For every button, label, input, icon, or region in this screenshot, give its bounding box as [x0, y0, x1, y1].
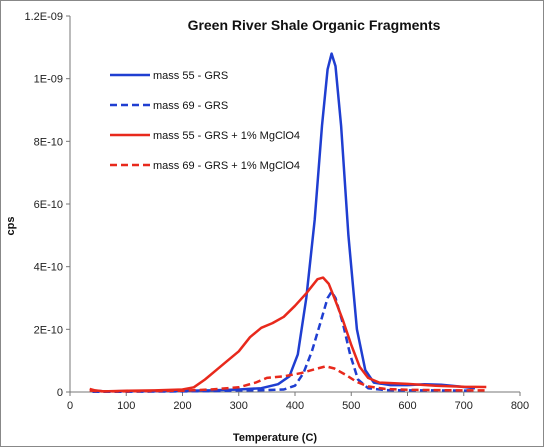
series-line-2: [92, 290, 476, 393]
y-tick-label: 1E-09: [34, 74, 63, 86]
legend-label-2: mass 69 - GRS: [153, 100, 228, 112]
axes: 0 2E-10 4E-10 6E-10 8E-10 1E-09 1.2E-09 0 100 200…: [24, 11, 529, 412]
x-tick-label: 500: [342, 400, 360, 412]
legend-label-3: mass 55 - GRS + 1% MgClO4: [153, 130, 300, 142]
chart-title: Green River Shale Organic Fragments: [188, 17, 441, 33]
y-tick-label: 0: [57, 387, 63, 399]
x-tick-label: 700: [455, 400, 473, 412]
plot-area: [89, 52, 487, 393]
x-tick-label: 200: [173, 400, 191, 412]
y-tick-label: 6E-10: [34, 199, 63, 211]
x-tick-label: 600: [398, 400, 416, 412]
x-tick-label: 100: [117, 400, 135, 412]
x-tick-label: 0: [67, 400, 73, 412]
x-tick-label: 300: [230, 400, 248, 412]
series-line-4: [89, 365, 487, 393]
legend-label-4: mass 69 - GRS + 1% MgClO4: [153, 160, 300, 172]
y-tick-label: 4E-10: [34, 262, 63, 274]
x-tick-label: 800: [511, 400, 529, 412]
y-tick-label: 2E-10: [34, 324, 63, 336]
y-tick-label: 8E-10: [34, 136, 63, 148]
x-tick-label: 400: [286, 400, 304, 412]
legend: mass 55 - GRS mass 69 - GRS mass 55 - GRS …: [110, 70, 300, 172]
y-tick-label: 1.2E-09: [24, 11, 63, 23]
x-axis-title: Temperature (C): [233, 432, 317, 444]
legend-label-1: mass 55 - GRS: [153, 70, 228, 82]
y-axis-title: cps: [5, 217, 17, 236]
